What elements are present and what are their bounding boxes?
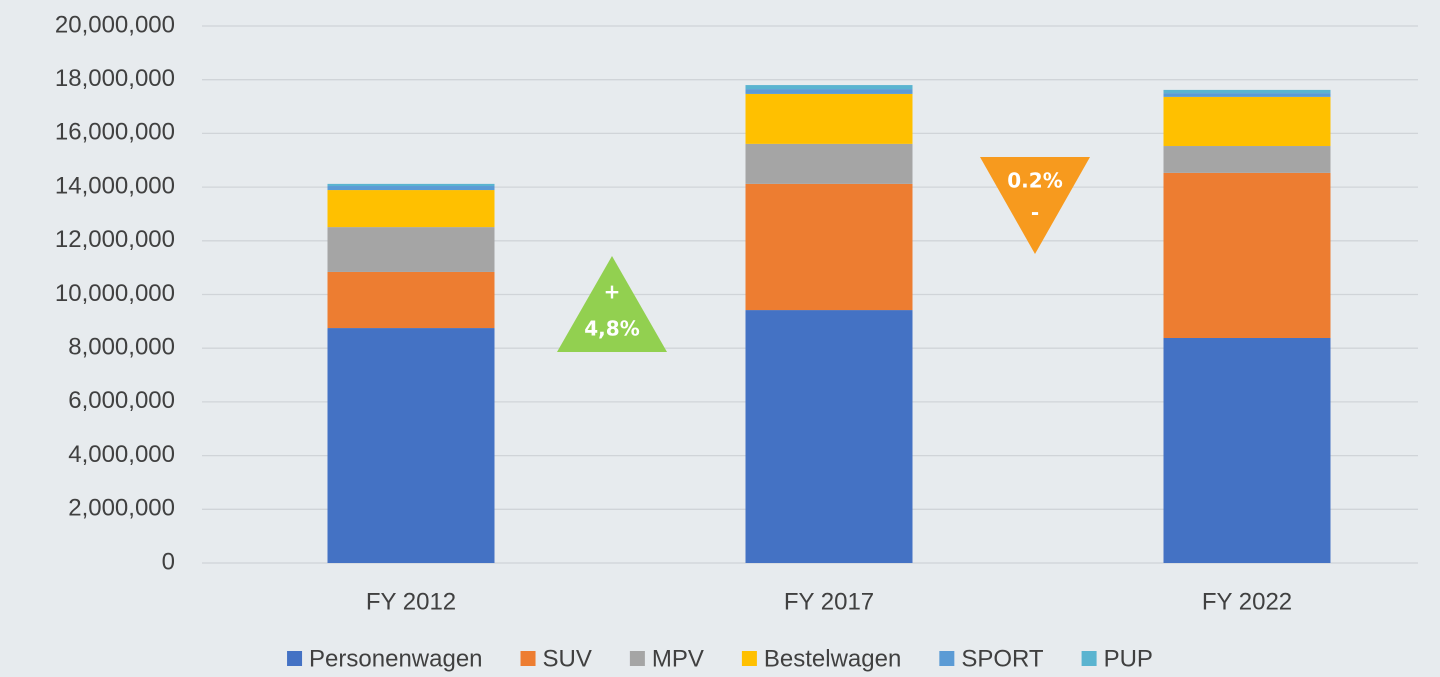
legend-label: SUV (543, 645, 592, 672)
legend-label: SPORT (961, 645, 1044, 672)
bar-segment (1163, 337, 1331, 563)
y-tick-label: 10,000,000 (55, 280, 175, 307)
bar-segment (327, 227, 495, 272)
legend-swatch (939, 651, 955, 666)
x-tick-label: FY 2012 (366, 588, 456, 615)
y-tick-label: 16,000,000 (55, 119, 175, 146)
bar-segment (745, 183, 913, 311)
legend-swatch (741, 651, 757, 666)
legend-swatch (1081, 651, 1097, 666)
y-tick-label: 0 (162, 548, 175, 575)
bar-segment (745, 93, 913, 144)
bar-segment (1163, 96, 1331, 147)
y-tick-label: 8,000,000 (68, 334, 175, 361)
bar-segment (327, 190, 495, 228)
bar-segment (327, 328, 495, 563)
y-tick-label: 2,000,000 (68, 495, 175, 522)
bar-segment (745, 143, 913, 184)
bar-segment (745, 85, 913, 90)
y-tick-label: 4,000,000 (68, 441, 175, 468)
legend-swatch (520, 651, 536, 666)
bar-segment (745, 89, 913, 94)
annotation-triangle (980, 157, 1090, 254)
bar-segment (1163, 93, 1331, 97)
bar-segment (1163, 89, 1331, 94)
annotation-text: - (1031, 201, 1039, 225)
legend-label: MPV (652, 645, 704, 672)
annotation-triangle (557, 256, 667, 352)
x-tick-label: FY 2022 (1202, 588, 1292, 615)
y-tick-label: 18,000,000 (55, 65, 175, 92)
x-tick-label: FY 2017 (784, 588, 874, 615)
bar-segment (327, 186, 495, 191)
legend-label: PUP (1104, 645, 1153, 672)
annotation-text: 0.2% (1007, 169, 1062, 193)
annotation-text: 4,8% (584, 317, 639, 341)
y-tick-label: 14,000,000 (55, 172, 175, 199)
y-tick-label: 6,000,000 (68, 387, 175, 414)
legend-label: Personenwagen (309, 645, 482, 672)
legend-swatch (629, 651, 645, 666)
legend-label: Bestelwagen (764, 645, 901, 672)
bar-segment (327, 183, 495, 187)
y-tick-label: 12,000,000 (55, 226, 175, 253)
bar-segment (327, 271, 495, 329)
bar-segment (1163, 172, 1331, 338)
legend-swatch (287, 651, 303, 666)
annotation-text: + (604, 280, 621, 304)
bar-segment (745, 310, 913, 563)
y-tick-label: 20,000,000 (55, 11, 175, 38)
bar-segment (1163, 146, 1331, 173)
